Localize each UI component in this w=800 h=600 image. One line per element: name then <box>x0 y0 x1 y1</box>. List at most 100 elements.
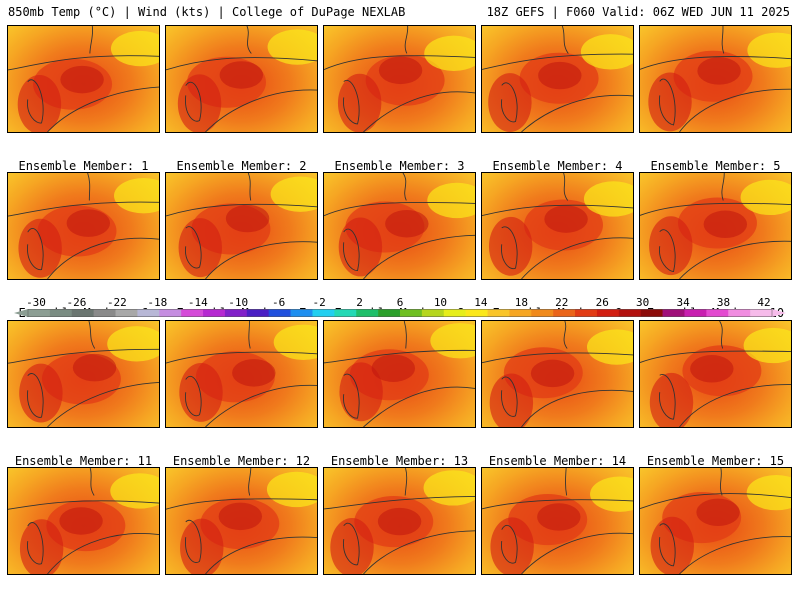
ensemble-panel <box>323 25 476 133</box>
colorbar-tick-label: 14 <box>474 296 488 309</box>
colorbar-tick-label: 34 <box>676 296 690 309</box>
ensemble-member-label: Ensemble Member: 14 <box>488 454 627 468</box>
colorbar-swatch <box>750 309 773 317</box>
temperature-region <box>743 327 791 364</box>
temperature-region <box>490 517 534 574</box>
temperature-region <box>649 372 694 427</box>
temperature-region <box>225 204 270 233</box>
contour-line <box>521 94 633 132</box>
contour-line <box>8 55 159 71</box>
temperature-region <box>703 210 748 239</box>
temperature-region <box>110 473 159 509</box>
contour-line <box>501 524 518 564</box>
temperature-region <box>114 178 159 214</box>
temperature-region <box>110 30 159 67</box>
contour-line <box>563 173 569 201</box>
temperature-region <box>60 65 104 94</box>
contour-line <box>324 349 475 364</box>
temperature-region <box>649 216 693 276</box>
ensemble-panel <box>639 172 792 280</box>
temperature-region <box>583 181 633 217</box>
temperature-region <box>648 72 692 132</box>
ensemble-panel <box>323 172 476 280</box>
contour-line <box>248 321 251 349</box>
contour-line <box>246 26 252 54</box>
contour-line <box>404 468 408 496</box>
contour-line <box>721 173 725 201</box>
ensemble-member-label: Ensemble Member: 11 <box>14 454 153 468</box>
ensemble-panel <box>481 467 634 575</box>
contour-line <box>363 234 475 279</box>
contour-line <box>659 229 676 273</box>
contour-line <box>27 373 44 418</box>
colorbar-swatch <box>28 309 51 317</box>
ensemble-panel <box>639 467 792 575</box>
colorbar-swatch <box>115 309 138 317</box>
temperature-region <box>18 218 62 278</box>
contour-line <box>501 82 518 123</box>
temperature-region <box>697 57 741 85</box>
colorbar-tick-labels: -30 -26 -22 -18 -14 -10 -6 -2 2 6 10 14 18 22 26 30 34 38… <box>0 297 800 309</box>
temperature-region <box>489 373 534 427</box>
contour-line <box>501 376 518 417</box>
ensemble-panel <box>165 25 318 133</box>
contour-line <box>27 522 44 565</box>
colorbar-swatch <box>421 309 445 317</box>
colorbar-swatch <box>684 309 707 317</box>
temperature-region <box>538 61 582 90</box>
colorbar-tick-label: -2 <box>312 296 326 309</box>
contour-line <box>205 89 317 132</box>
colorbar-swatch <box>378 309 401 317</box>
contour-line <box>640 493 791 510</box>
temperature-region <box>488 73 532 132</box>
contour-line <box>565 468 568 496</box>
contour-line <box>324 55 475 71</box>
contour-line <box>521 237 633 279</box>
contour-line <box>47 533 159 574</box>
contour-line <box>185 519 202 563</box>
temperature-region <box>377 507 422 536</box>
temperature-region <box>740 179 791 216</box>
contour-line <box>521 389 633 427</box>
contour-line <box>640 56 791 70</box>
ensemble-member-label: Ensemble Member: 12 <box>172 454 311 468</box>
temperature-region <box>427 182 475 219</box>
colorbar-tick-label: -18 <box>147 296 168 309</box>
contour-line <box>166 351 317 364</box>
colorbar-swatch <box>71 309 94 317</box>
temperature-region <box>385 209 429 238</box>
header-title: 850mb Temp (°C) | Wind (kts) | College o… <box>8 5 406 19</box>
contour-line <box>659 374 676 420</box>
temperature-region <box>178 218 222 278</box>
contour-line <box>27 79 44 124</box>
ensemble-panel <box>7 172 160 280</box>
colorbar-swatch <box>159 309 182 317</box>
contour-line <box>679 384 791 427</box>
colorbar-swatch <box>443 309 466 317</box>
contour-line <box>166 498 317 510</box>
temperature-region <box>747 32 791 68</box>
temperature-region <box>488 216 533 276</box>
ensemble-member-label: Ensemble Member: 1 <box>18 159 149 173</box>
temperature-region <box>218 502 263 531</box>
temperature-region <box>179 363 223 422</box>
temperature-region <box>72 353 117 382</box>
contour-line <box>185 376 202 417</box>
colorbar-tick-label: 42 <box>757 296 771 309</box>
contour-line <box>166 203 317 217</box>
colorbar-tick-label: -14 <box>187 296 208 309</box>
contour-line <box>363 386 475 427</box>
ensemble-panel <box>323 320 476 428</box>
colorbar-swatch <box>246 309 270 317</box>
colorbar-tick-label: 38 <box>716 296 731 309</box>
ensemble-member-label: Ensemble Member: 2 <box>176 159 307 173</box>
contour-line <box>324 201 475 217</box>
ensemble-member-label: Ensemble Member: 5 <box>650 159 781 173</box>
contour-line <box>679 536 791 574</box>
colorbar-tick-label: 26 <box>595 296 609 309</box>
contour-line <box>87 173 91 201</box>
temperature-region <box>66 209 111 237</box>
colorbar-swatch <box>618 309 642 317</box>
colorbar-swatch <box>706 309 729 317</box>
temperature-region <box>232 359 276 387</box>
